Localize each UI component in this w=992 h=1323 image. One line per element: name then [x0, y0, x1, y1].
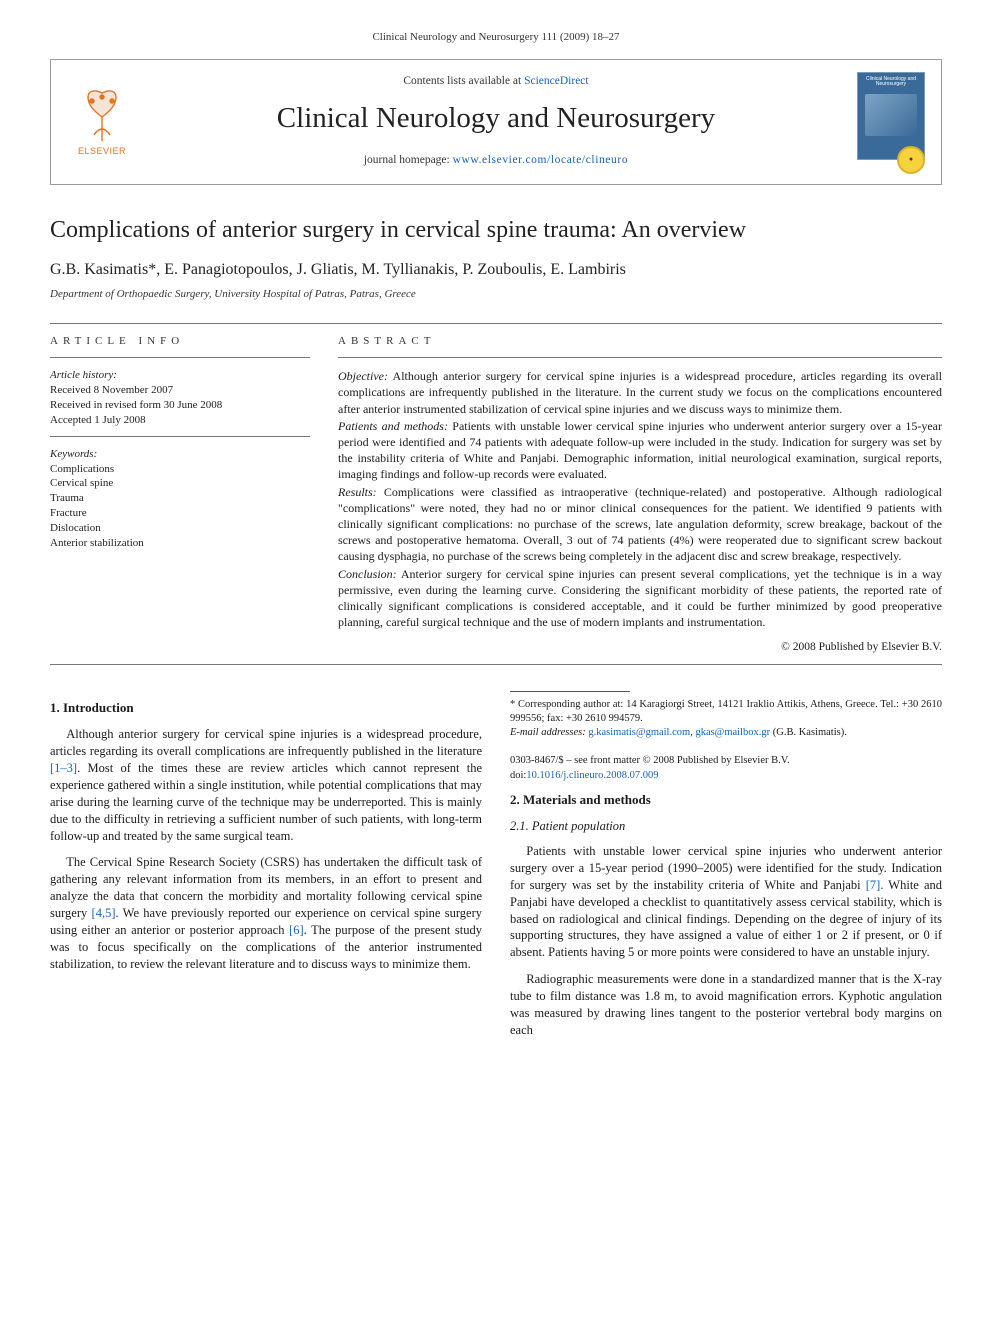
homepage-prefix: journal homepage: [364, 154, 453, 166]
email-link[interactable]: g.kasimatis@gmail.com [588, 727, 690, 738]
history-label: Article history: [50, 368, 310, 383]
article-info-heading: article info [50, 334, 310, 349]
abstract-conclusion: Conclusion: Anterior surgery for cervica… [338, 566, 942, 631]
abstract-column: abstract Objective: Although anterior su… [338, 334, 942, 655]
abstract-body: Objective: Although anterior surgery for… [338, 368, 942, 630]
keywords-block: Keywords: Complications Cervical spine T… [50, 447, 310, 551]
results-label: Results: [338, 485, 377, 499]
abstract-methods: Patients and methods: Patients with unst… [338, 418, 942, 483]
methods-paragraph-2: Radiographic measurements were done in a… [510, 971, 942, 1039]
article-title: Complications of anterior surgery in cer… [50, 215, 942, 245]
date-revised: Received in revised form 30 June 2008 [50, 398, 310, 413]
divider [50, 664, 942, 665]
divider [50, 323, 942, 324]
section-heading-introduction: 1. Introduction [50, 699, 482, 717]
info-abstract-row: article info Article history: Received 8… [50, 334, 942, 655]
elsevier-tree-icon [74, 87, 130, 143]
keywords-label: Keywords: [50, 447, 310, 462]
text: . Most of the times these are review art… [50, 761, 482, 843]
authors: G.B. Kasimatis*, E. Panagiotopoulos, J. … [50, 259, 942, 281]
article-info-column: article info Article history: Received 8… [50, 334, 310, 655]
homepage-line: journal homepage: www.elsevier.com/locat… [171, 153, 821, 169]
journal-header: ELSEVIER Contents lists available at Sci… [50, 59, 942, 185]
keyword: Cervical spine [50, 476, 310, 491]
citation-link[interactable]: [1–3] [50, 761, 77, 775]
journal-citation: Clinical Neurology and Neurosurgery 111 … [50, 30, 942, 45]
conclusion-text: Anterior surgery for cervical spine inju… [338, 567, 942, 630]
doi-link[interactable]: 10.1016/j.clineuro.2008.07.009 [526, 770, 658, 781]
publisher-name: ELSEVIER [78, 145, 126, 157]
abstract-results: Results: Complications were classified a… [338, 484, 942, 565]
article-history: Article history: Received 8 November 200… [50, 368, 310, 427]
journal-title: Clinical Neurology and Neurosurgery [171, 99, 821, 138]
citation-link[interactable]: [6] [289, 923, 304, 937]
body-text: 1. Introduction Although anterior surger… [50, 691, 942, 1039]
doi-line: doi:10.1016/j.clineuro.2008.07.009 [510, 769, 942, 783]
objective-text: Although anterior surgery for cervical s… [338, 369, 942, 415]
sciencedirect-link[interactable]: ScienceDirect [524, 75, 589, 87]
copyright: © 2008 Published by Elsevier B.V. [338, 640, 942, 656]
methods-paragraph-1: Patients with unstable lower cervical sp… [510, 843, 942, 961]
open-access-badge-icon: ● [897, 146, 925, 174]
divider [50, 436, 310, 437]
citation-link[interactable]: [7] [866, 878, 881, 892]
results-text: Complications were classified as intraop… [338, 485, 942, 564]
footer-meta: 0303-8467/$ – see front matter © 2008 Pu… [510, 754, 942, 782]
abstract-objective: Objective: Although anterior surgery for… [338, 368, 942, 417]
email-line: E-mail addresses: g.kasimatis@gmail.com,… [510, 726, 942, 740]
keyword: Fracture [50, 506, 310, 521]
methods-label: Patients and methods: [338, 419, 448, 433]
contents-line: Contents lists available at ScienceDirec… [171, 74, 821, 90]
contents-prefix: Contents lists available at [403, 75, 524, 87]
cover-thumb-image [865, 94, 917, 136]
keyword: Trauma [50, 491, 310, 506]
email-label: E-mail addresses: [510, 727, 586, 738]
citation-link[interactable]: [4,5] [92, 906, 116, 920]
issn-line: 0303-8467/$ – see front matter © 2008 Pu… [510, 754, 942, 768]
footnote-separator [510, 691, 630, 692]
divider [338, 357, 942, 358]
footnote-block: * Corresponding author at: 14 Karagiorgi… [510, 691, 942, 783]
date-accepted: Accepted 1 July 2008 [50, 413, 310, 428]
conclusion-label: Conclusion: [338, 567, 397, 581]
intro-paragraph-2: The Cervical Spine Research Society (CSR… [50, 854, 482, 972]
corresponding-author: * Corresponding author at: 14 Karagiorgi… [510, 698, 942, 726]
abstract-heading: abstract [338, 334, 942, 349]
section-heading-methods: 2. Materials and methods [510, 791, 942, 809]
intro-paragraph-1: Although anterior surgery for cervical s… [50, 726, 482, 844]
homepage-link[interactable]: www.elsevier.com/locate/clineuro [453, 154, 629, 166]
objective-label: Objective: [338, 369, 388, 383]
text: (G.B. Kasimatis). [770, 727, 847, 738]
text: Although anterior surgery for cervical s… [50, 727, 482, 758]
affiliation: Department of Orthopaedic Surgery, Unive… [50, 287, 942, 302]
doi-prefix: doi: [510, 770, 526, 781]
footnotes: * Corresponding author at: 14 Karagiorgi… [510, 698, 942, 741]
subsection-heading-population: 2.1. Patient population [510, 818, 942, 835]
keyword: Anterior stabilization [50, 536, 310, 551]
email-link[interactable]: gkas@mailbox.gr [695, 727, 770, 738]
date-received: Received 8 November 2007 [50, 383, 310, 398]
keyword: Dislocation [50, 521, 310, 536]
keyword: Complications [50, 462, 310, 477]
cover-thumb-title: Clinical Neurology and Neurosurgery [861, 77, 921, 88]
elsevier-logo: ELSEVIER [67, 82, 137, 162]
keywords-list: Complications Cervical spine Trauma Frac… [50, 462, 310, 551]
divider [50, 357, 310, 358]
